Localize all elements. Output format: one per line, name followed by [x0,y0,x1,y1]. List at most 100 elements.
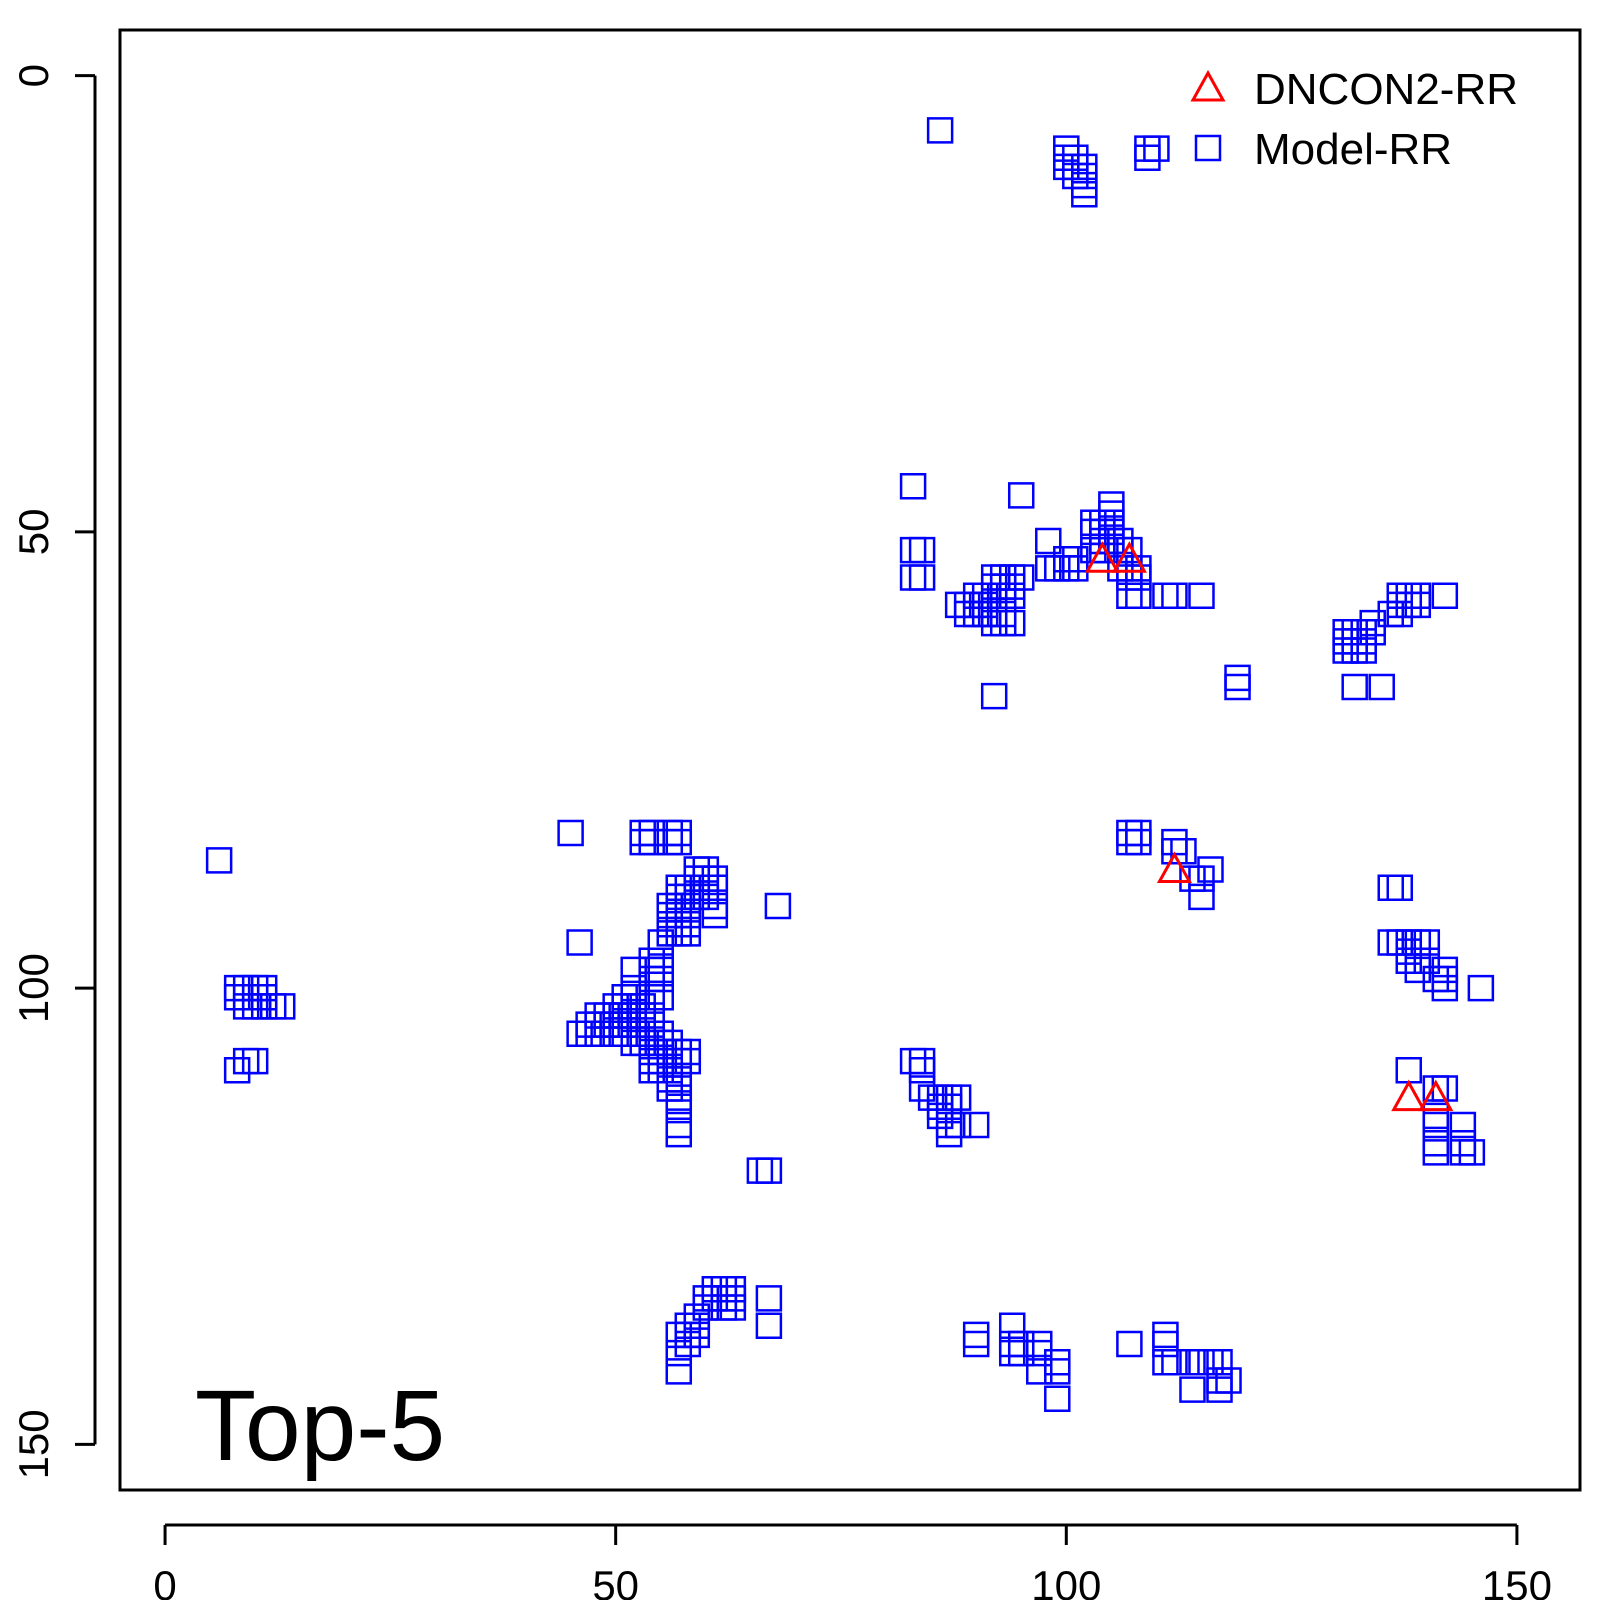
model-rr-point [701,874,729,901]
model-rr-point [611,1002,638,1029]
model-rr-point [1395,582,1423,609]
model-rr-point [998,1312,1026,1339]
x-tick-label-0: 0 [153,1562,176,1600]
model-rr-point [656,920,684,947]
model-rr-point [1125,582,1152,609]
model-rr-point [989,573,1017,600]
model-rr-point [719,1285,747,1312]
legend: DNCON2-RR Model-RR [1190,65,1518,174]
model-rr-point [629,1020,656,1047]
model-rr-point [962,1111,990,1139]
model-rr-point [665,828,693,856]
model-rr-point [908,536,936,564]
model-rr-point [557,819,584,847]
model-rr-point [620,1002,647,1029]
model-rr-point [692,865,720,892]
model-rr-point [1332,637,1359,664]
model-rr-point [1386,929,1414,956]
model-rr-point [1188,865,1215,892]
model-rr-point [683,1321,711,1349]
model-rr-point [629,1029,656,1057]
model-rr-point [998,609,1026,637]
model-rr-point [746,1157,774,1184]
model-rr-point [962,1330,990,1358]
model-rr-point [647,1029,674,1057]
model-rr-point [223,1057,251,1084]
model-rr-point [1116,828,1143,856]
model-rr-point [1395,591,1423,619]
dncon2-rr-point [1111,541,1147,573]
model-rr-point [241,984,269,1011]
model-rr-point [899,564,927,591]
x-tick-label-150: 150 [1482,1562,1552,1600]
model-rr-point [1071,181,1098,208]
model-rr-point [764,892,792,920]
model-rr-point [1422,965,1450,993]
model-rr-point [899,536,927,564]
model-rr-point [953,591,981,619]
model-rr-point [1062,153,1089,181]
model-rr-point [755,1285,783,1312]
model-rr-point [638,828,665,856]
model-rr-point [602,1002,629,1029]
model-rr-point [683,865,711,892]
model-rr-point [899,1047,927,1075]
model-rr-point [692,883,720,911]
model-rr-point [665,1358,693,1385]
model-rr-point [223,984,251,1011]
model-rr-point [611,993,638,1020]
model-rr-point [250,974,278,1002]
model-rr-point [1350,637,1377,664]
model-rr-point [665,819,693,847]
model-rr-point [674,1047,702,1075]
model-rr-point [665,1084,693,1111]
model-rr-point [1125,819,1152,847]
model-rr-point [998,582,1026,609]
model-rr-point [1071,153,1098,181]
model-rr-point [665,1120,693,1148]
model-rr-point [755,1157,783,1184]
model-rr-point [1098,518,1125,546]
model-rr-point [1080,509,1107,536]
model-rr-point [980,573,1008,600]
model-rr-point [1206,1367,1233,1394]
model-rr-point [1404,929,1432,956]
model-rr-point [1098,527,1125,555]
model-rr-point [1359,619,1386,646]
model-rr-point [1116,819,1143,847]
model-rr-point [1053,555,1080,582]
model-rr-point [241,993,269,1020]
model-rr-point [1350,619,1377,646]
model-rr-point [701,865,729,892]
model-rr-point [1341,637,1368,664]
model-rr-point [683,856,711,883]
model-rr-point [647,1038,674,1066]
model-rr-point [1404,956,1432,984]
model-rr-point [1431,956,1459,984]
model-rr-point [980,600,1008,628]
model-rr-point [1395,1057,1423,1084]
model-rr-point [1197,856,1224,883]
model-rr-point [908,564,936,591]
model-rr-point [1215,1367,1242,1394]
model-rr-point [250,984,278,1011]
model-rr-point [1098,527,1125,555]
model-rr-point [656,828,684,856]
model-rr-point [1053,135,1080,162]
legend-label-dncon2-rr: DNCON2-RR [1254,65,1518,114]
model-rr-point [1089,536,1116,564]
model-rr-point [1422,1139,1450,1166]
model-rr-point [638,984,665,1011]
model-rr-point [683,883,711,911]
model-rr-point [1089,518,1116,546]
model-rr-point [674,1038,702,1066]
legend-marker-dncon2-rr [1190,69,1226,102]
model-rr-point [1449,1130,1477,1157]
model-rr-point [674,901,702,929]
model-rr-point [1098,509,1125,536]
model-rr-point [611,984,638,1011]
model-rr-point [620,1011,647,1038]
model-rr-point [1377,929,1404,956]
model-rr-point [1449,1139,1477,1166]
model-rr-point [223,974,251,1002]
